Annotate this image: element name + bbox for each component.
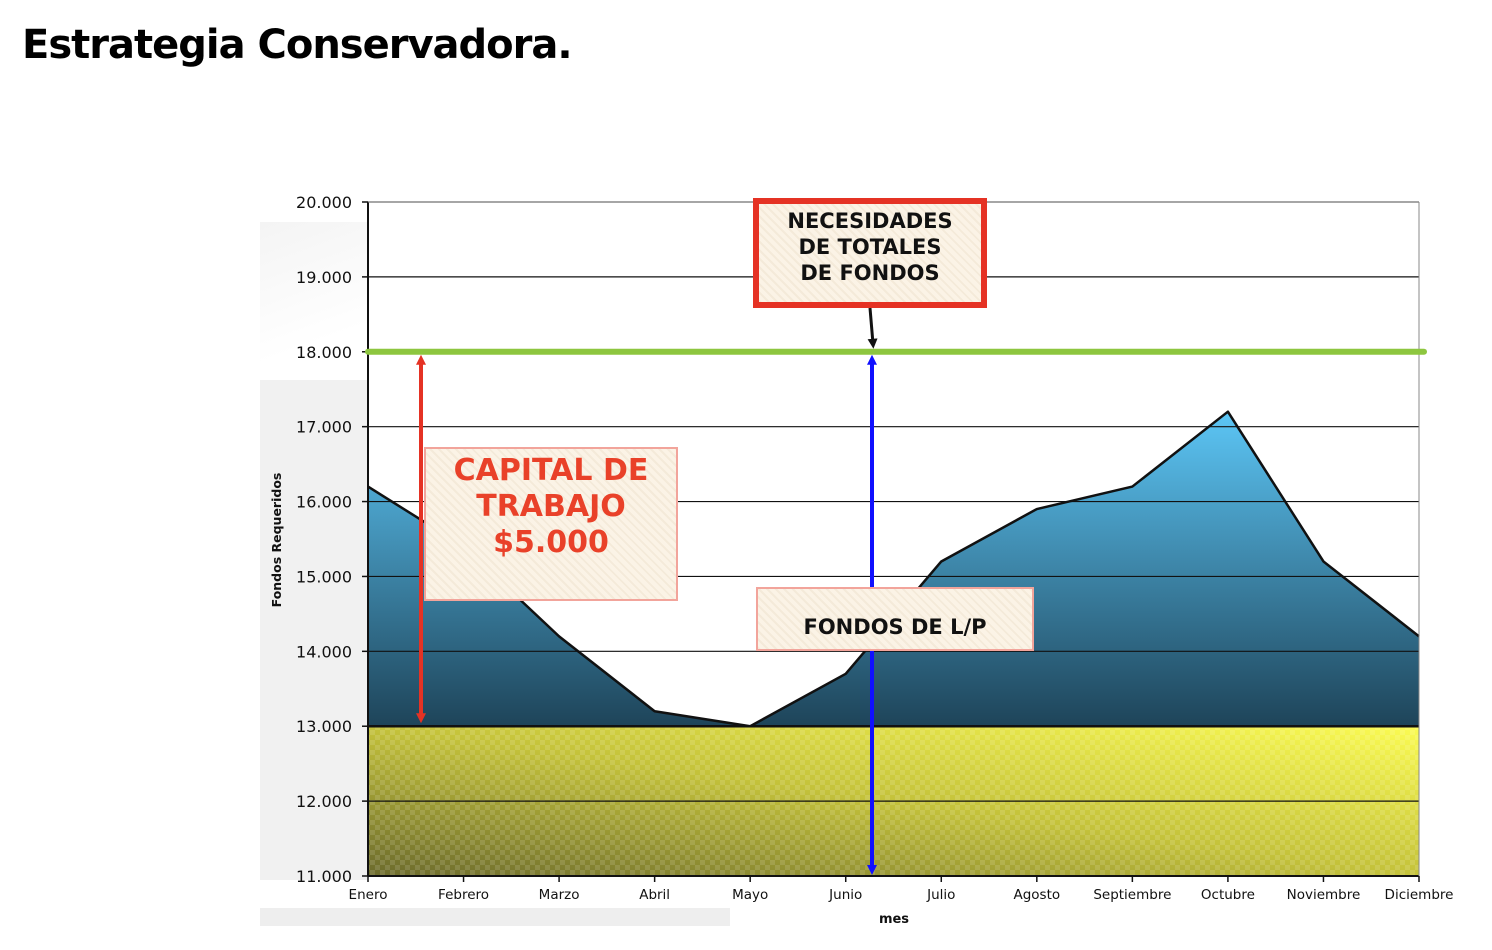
x-tick-label: Mayo (732, 887, 768, 903)
x-tick-label: Julio (926, 887, 955, 903)
total-needs-label-box: NECESIDADES DE TOTALES DE FONDOS (753, 198, 987, 308)
y-tick-label: 11.000 (296, 867, 352, 886)
background-shade (260, 222, 380, 382)
background-shade (260, 908, 730, 926)
x-tick-label: Junio (828, 887, 862, 903)
total-needs-label-line: NECESIDADES (787, 209, 953, 233)
x-tick-label: Abril (639, 887, 670, 903)
x-tick-label: Diciembre (1385, 887, 1454, 903)
total-needs-label-line: DE TOTALES (798, 235, 942, 259)
working-capital-amount: $5.000 (493, 525, 609, 560)
x-tick-label: Octubre (1201, 887, 1255, 903)
y-tick-label: 19.000 (296, 268, 352, 287)
x-tick-label: Noviembre (1287, 887, 1361, 903)
x-tick-label: Septiembre (1093, 887, 1171, 903)
y-tick-label: 18.000 (296, 343, 352, 362)
y-axis-title: Fondos Requeridos (269, 473, 284, 608)
x-tick-label: Febrero (438, 887, 489, 903)
x-tick-label: Marzo (539, 887, 580, 903)
working-capital-label-line: TRABAJO (476, 489, 626, 524)
background-shade (260, 380, 368, 880)
y-tick-label: 17.000 (296, 418, 352, 437)
long-term-funds-label-box: FONDOS DE L/P (756, 587, 1034, 651)
x-tick-label: Agosto (1013, 887, 1060, 903)
y-tick-label: 16.000 (296, 493, 352, 512)
total-needs-pointer-arrow (867, 307, 878, 349)
long-term-funds-label: FONDOS DE L/P (803, 615, 987, 639)
fluctuating-needs-area (368, 411, 1419, 727)
total-needs-label-line: DE FONDOS (800, 261, 940, 285)
y-tick-label: 15.000 (296, 567, 352, 586)
page-title: Estrategia Conservadora. (22, 22, 573, 68)
x-tick-label: Enero (349, 887, 388, 903)
y-tick-label: 13.000 (296, 717, 352, 736)
y-tick-label: 20.000 (296, 193, 352, 212)
working-capital-label-line: CAPITAL DE (453, 453, 649, 488)
y-tick-label: 14.000 (296, 642, 352, 661)
working-capital-label-box: CAPITAL DE TRABAJO $5.000 (424, 447, 678, 601)
x-axis-title: mes (879, 912, 909, 927)
y-tick-label: 12.000 (296, 792, 352, 811)
